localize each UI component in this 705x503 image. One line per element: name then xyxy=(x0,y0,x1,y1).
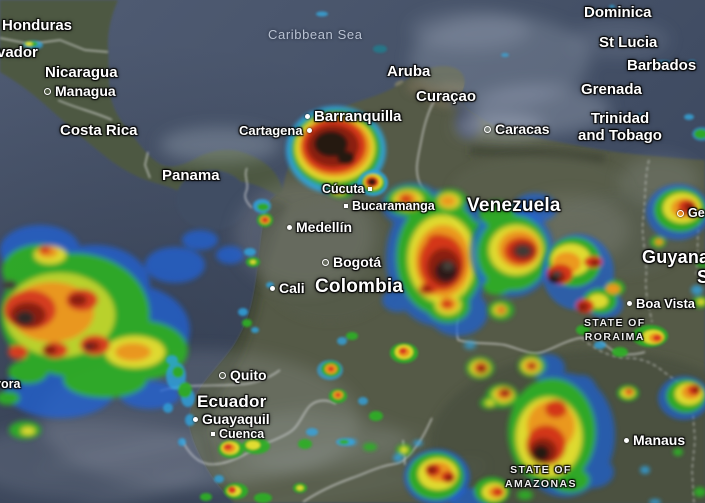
label-manaus[interactable]: Manaus xyxy=(624,432,685,448)
capital-ring-marker xyxy=(484,125,491,133)
label-colombia[interactable]: Colombia xyxy=(315,276,404,297)
city-dot-marker xyxy=(627,301,632,306)
label-guayaquil[interactable]: Guayaquil xyxy=(193,411,270,427)
city-dot-marker xyxy=(305,114,310,119)
label-aruba[interactable]: Aruba xyxy=(387,63,431,80)
label-state-of-roraima[interactable]: STATE OF RORAIMA xyxy=(584,317,646,343)
label-barranquilla[interactable]: Barranquilla xyxy=(305,108,402,125)
label-cucuta[interactable]: Cúcuta xyxy=(322,182,373,196)
label-barbados[interactable]: Barbados xyxy=(627,57,697,74)
label-cuenca[interactable]: Cuenca xyxy=(211,427,264,441)
label-bucaramanga[interactable]: Bucaramanga xyxy=(344,199,435,213)
label-curacao[interactable]: Curaçao xyxy=(416,88,477,105)
label-nicaragua[interactable]: Nicaragua xyxy=(45,64,118,81)
town-square-marker xyxy=(211,432,215,436)
town-square-marker xyxy=(368,187,373,191)
storm-se-corner xyxy=(617,376,705,503)
label-guyana[interactable]: Guyana xyxy=(642,247,705,267)
storm-barranquilla xyxy=(286,106,386,198)
label-panama[interactable]: Panama xyxy=(162,167,220,184)
label-honduras[interactable]: Honduras xyxy=(2,17,73,34)
storm-pacific xyxy=(0,225,244,439)
storm-specks xyxy=(23,5,705,141)
town-square-marker xyxy=(344,204,348,208)
capital-ring-marker xyxy=(322,258,329,266)
capital-ring-marker xyxy=(219,371,226,379)
storm-east-venezuela xyxy=(542,234,625,319)
storm-nw-colombia xyxy=(238,199,274,333)
label-bogota[interactable]: Bogotá xyxy=(322,254,381,270)
storm-central-venezuela xyxy=(470,193,557,320)
label-managua[interactable]: Managua xyxy=(44,83,116,99)
city-dot-marker xyxy=(270,285,275,291)
label-el-salvador-partial[interactable]: vador xyxy=(0,44,38,61)
storm-bottom-center xyxy=(347,439,510,503)
label-suriname-partial[interactable]: S xyxy=(697,267,705,287)
storm-cucuta xyxy=(358,170,388,196)
storm-ecuador xyxy=(163,355,307,503)
label-georgetown-partial[interactable]: Ge xyxy=(677,206,705,220)
storm-west-venezuela xyxy=(382,183,493,336)
label-costa-rica[interactable]: Costa Rica xyxy=(60,122,138,139)
storm-roraima xyxy=(576,325,668,357)
label-ecuador[interactable]: Ecuador xyxy=(197,392,267,411)
label-medellin[interactable]: Medellín xyxy=(287,219,352,235)
city-dot-marker xyxy=(193,416,198,422)
label-quito[interactable]: Quito xyxy=(219,367,267,383)
label-dominica[interactable]: Dominica xyxy=(584,4,652,21)
label-grenada[interactable]: Grenada xyxy=(581,81,642,98)
label-cali[interactable]: Cali xyxy=(270,280,305,296)
label-trinidad-tobago[interactable]: Trinidad and Tobago xyxy=(578,110,662,145)
city-dot-marker xyxy=(306,128,312,133)
capital-ring-marker xyxy=(44,87,51,95)
label-cartagena[interactable]: Cartagena xyxy=(239,123,312,138)
city-dot-marker xyxy=(287,224,292,230)
capital-ring-marker xyxy=(677,209,684,217)
label-st-lucia[interactable]: St Lucia xyxy=(599,34,658,51)
city-dot-marker xyxy=(624,437,629,443)
label-zamora-partial[interactable]: vora xyxy=(0,377,21,391)
label-caribbean-sea: Caribbean Sea xyxy=(268,27,363,42)
label-state-of-amazonas[interactable]: STATE OF AMAZONAS xyxy=(505,464,577,490)
storm-mid-south xyxy=(298,332,418,449)
label-boa-vista[interactable]: Boa Vista xyxy=(627,296,695,311)
storm-amazonas xyxy=(464,341,615,500)
label-caracas[interactable]: Caracas xyxy=(484,121,550,137)
label-venezuela[interactable]: Venezuela xyxy=(467,195,561,216)
